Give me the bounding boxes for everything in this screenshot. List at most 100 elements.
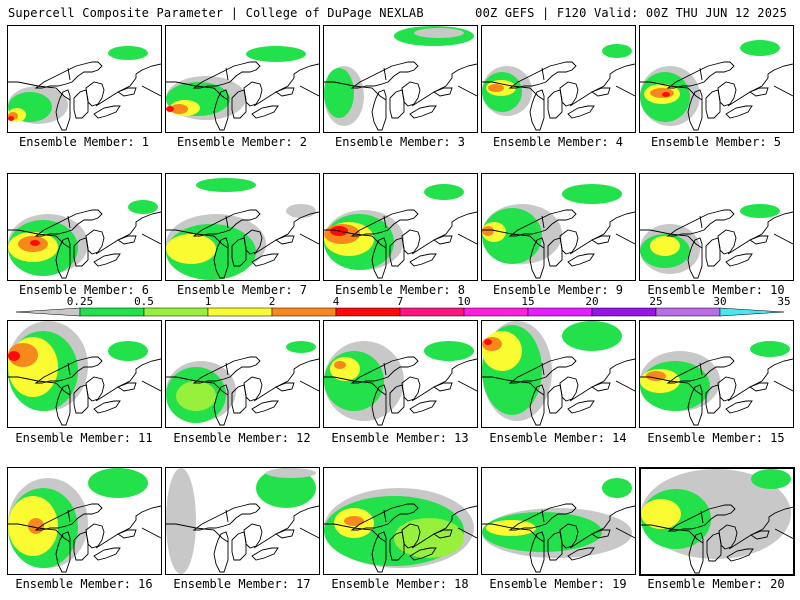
ensemble-member-label: Ensemble Member: 9 [492, 283, 624, 297]
ensemble-panel[interactable] [323, 320, 478, 428]
colorbar-tick-label: 35 [777, 295, 790, 308]
scp-contour [641, 499, 681, 529]
scp-contour [482, 337, 502, 351]
lake-michigan [371, 384, 387, 426]
lake-huron [559, 523, 579, 549]
scp-contour [166, 468, 196, 574]
colorbar-segment [655, 307, 721, 317]
scp-map [8, 468, 161, 573]
scp-map [641, 469, 793, 574]
ensemble-panel[interactable] [7, 173, 162, 281]
lake-ontario [117, 382, 137, 392]
lake-ontario [591, 87, 611, 97]
ensemble-panel[interactable] [639, 467, 795, 576]
scp-contour [482, 226, 494, 236]
lower-michigan [705, 89, 721, 119]
scp-contour [650, 88, 674, 98]
ensemble-panel[interactable] [7, 467, 162, 575]
scp-map [8, 321, 161, 426]
scp-contour [108, 341, 148, 361]
scp-contour [562, 321, 622, 351]
ensemble-panel[interactable] [481, 320, 636, 428]
ensemble-member-label: Ensemble Member: 2 [176, 135, 308, 149]
ensemble-panel[interactable] [323, 173, 478, 281]
lake-huron [717, 376, 737, 402]
lake-ontario [117, 87, 137, 97]
colorbar-segment [399, 307, 465, 317]
ensemble-panel[interactable] [481, 173, 636, 281]
lake-erie [567, 547, 595, 561]
scp-contour [30, 240, 40, 246]
scp-map [8, 46, 161, 131]
lake-huron [559, 229, 579, 255]
lake-huron [243, 229, 263, 255]
lake-superior [34, 503, 103, 531]
scp-map [8, 200, 161, 279]
lake-michigan [371, 237, 387, 279]
lake-michigan [371, 89, 387, 131]
ensemble-member-label: Ensemble Member: 4 [492, 135, 624, 149]
colorbar-tick-label: 30 [713, 295, 726, 308]
lower-michigan [706, 532, 722, 562]
ensemble-panel[interactable] [639, 320, 794, 428]
ensemble-panel[interactable] [7, 25, 162, 133]
lake-huron [85, 376, 105, 402]
ensemble-panel[interactable] [323, 467, 478, 575]
colorbar-tick-label: 15 [521, 295, 534, 308]
lake-superior [666, 209, 735, 237]
lake-superior [350, 503, 419, 531]
lower-michigan [73, 531, 89, 561]
header-title: Supercell Composite Parameter | College … [8, 6, 424, 20]
ensemble-panel[interactable] [639, 173, 794, 281]
colorbar-tick-label: 0.5 [134, 295, 154, 308]
scp-contour [8, 351, 20, 361]
lake-erie [726, 548, 754, 562]
colorbar-tick-label: 4 [333, 295, 340, 308]
lake-ontario [591, 529, 611, 539]
ensemble-member-label: Ensemble Member: 6 [18, 283, 150, 297]
lake-erie [93, 105, 121, 119]
scp-contour [562, 184, 622, 204]
ensemble-panel[interactable] [7, 320, 162, 428]
colorbar-tick-label: 2 [269, 295, 276, 308]
colorbar-segment [591, 307, 657, 317]
ensemble-member-label: Ensemble Member: 20 [647, 577, 785, 591]
ensemble-member-label: Ensemble Member: 15 [647, 431, 785, 445]
lake-michigan [55, 89, 71, 131]
scp-map [640, 204, 793, 279]
lower-michigan [705, 384, 721, 414]
scp-contour [650, 236, 680, 256]
lake-superior [34, 356, 103, 384]
scp-map [166, 341, 319, 426]
scp-contour [286, 204, 316, 218]
ensemble-panel[interactable] [165, 467, 320, 575]
ensemble-panel[interactable] [481, 467, 636, 575]
lake-ontario [275, 529, 295, 539]
ensemble-panel[interactable] [165, 25, 320, 133]
lake-ontario [750, 530, 770, 540]
scp-contour [166, 106, 174, 112]
lower-michigan [547, 531, 563, 561]
lake-michigan [213, 237, 229, 279]
scp-map [324, 184, 477, 279]
ensemble-panel[interactable] [639, 25, 794, 133]
lower-michigan [389, 237, 405, 267]
lower-michigan [231, 384, 247, 414]
ensemble-member-label: Ensemble Member: 14 [489, 431, 627, 445]
ensemble-panel[interactable] [165, 173, 320, 281]
lake-erie [409, 253, 437, 267]
ensemble-panel[interactable] [481, 25, 636, 133]
ensemble-panel[interactable] [323, 25, 478, 133]
lake-erie [725, 105, 753, 119]
lower-michigan [705, 237, 721, 267]
lake-superior [192, 209, 261, 237]
scp-map [166, 468, 319, 574]
ensemble-member-label: Ensemble Member: 8 [334, 283, 466, 297]
lower-michigan [231, 89, 247, 119]
scp-map [482, 478, 635, 573]
lake-huron [559, 376, 579, 402]
lake-superior [192, 61, 261, 89]
colorbar-tick-label: 10 [457, 295, 470, 308]
scp-contour [740, 40, 780, 56]
ensemble-panel[interactable] [165, 320, 320, 428]
